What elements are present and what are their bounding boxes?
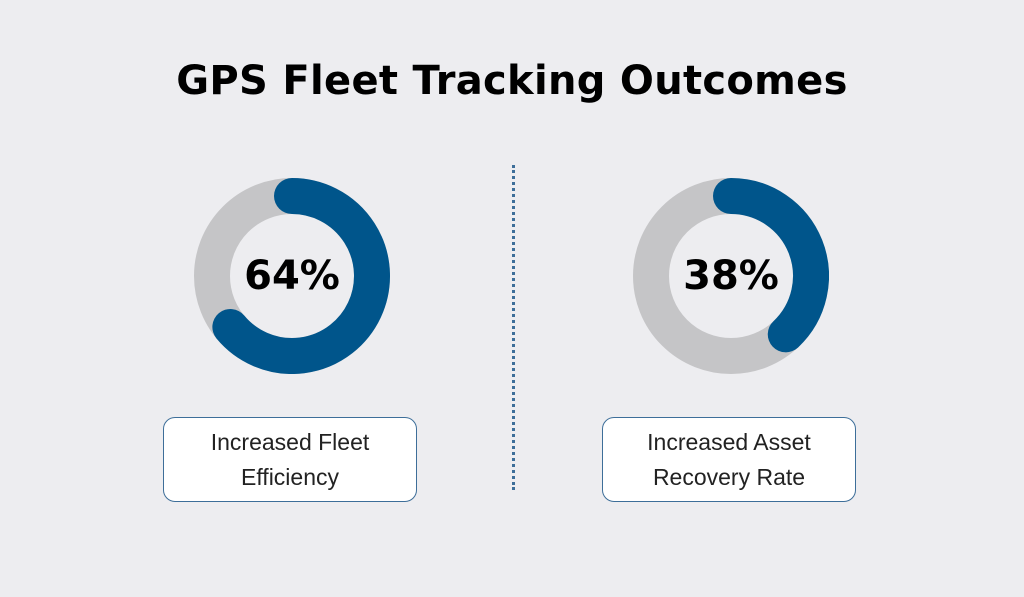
- stat-label: Increased Fleet Efficiency: [210, 428, 370, 490]
- dotted-divider: [512, 165, 515, 490]
- donut-svg: [194, 178, 390, 374]
- percent-value: 64%: [244, 253, 340, 299]
- donut-chart-fleet-efficiency: 64%: [194, 178, 390, 374]
- stat-panel-asset-recovery: 38% Increased Asset Recovery Rate: [602, 178, 862, 502]
- stat-panel-fleet-efficiency: 64% Increased Fleet Efficiency: [163, 178, 423, 502]
- donut-svg: [633, 178, 829, 374]
- chart-title: GPS Fleet Tracking Outcomes: [176, 58, 848, 104]
- percent-value: 38%: [683, 253, 779, 299]
- donut-value-arc: [713, 178, 829, 353]
- donut-value-arc: [212, 178, 390, 374]
- donut-chart-asset-recovery: 38%: [633, 178, 829, 374]
- stat-label-box: Increased Asset Recovery Rate: [602, 417, 856, 502]
- stat-label-box: Increased Fleet Efficiency: [163, 417, 417, 502]
- stat-label: Increased Asset Recovery Rate: [647, 428, 811, 490]
